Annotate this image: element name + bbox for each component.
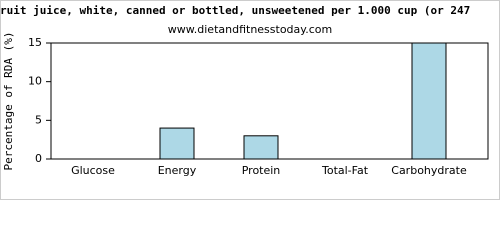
y-tick-label: 0 <box>35 152 42 165</box>
x-tick-label: Protein <box>242 164 281 177</box>
y-axis-label: Percentage of RDA (%) <box>2 31 15 170</box>
bar <box>159 127 195 160</box>
y-tick-label: 15 <box>28 36 42 49</box>
bar <box>411 42 447 160</box>
x-tick-label: Energy <box>158 164 197 177</box>
x-tick-label: Glucose <box>71 164 115 177</box>
chart: ruit juice, white, canned or bottled, un… <box>0 0 500 200</box>
bar <box>243 135 279 160</box>
x-tick-label: Total-Fat <box>321 164 369 177</box>
x-tick-label: Carbohydrate <box>391 164 467 177</box>
y-tick-label: 5 <box>35 113 42 126</box>
chart-subtitle: www.dietandfitnesstoday.com <box>168 23 332 36</box>
chart-title: ruit juice, white, canned or bottled, un… <box>0 4 470 17</box>
y-tick-label: 10 <box>28 75 42 88</box>
